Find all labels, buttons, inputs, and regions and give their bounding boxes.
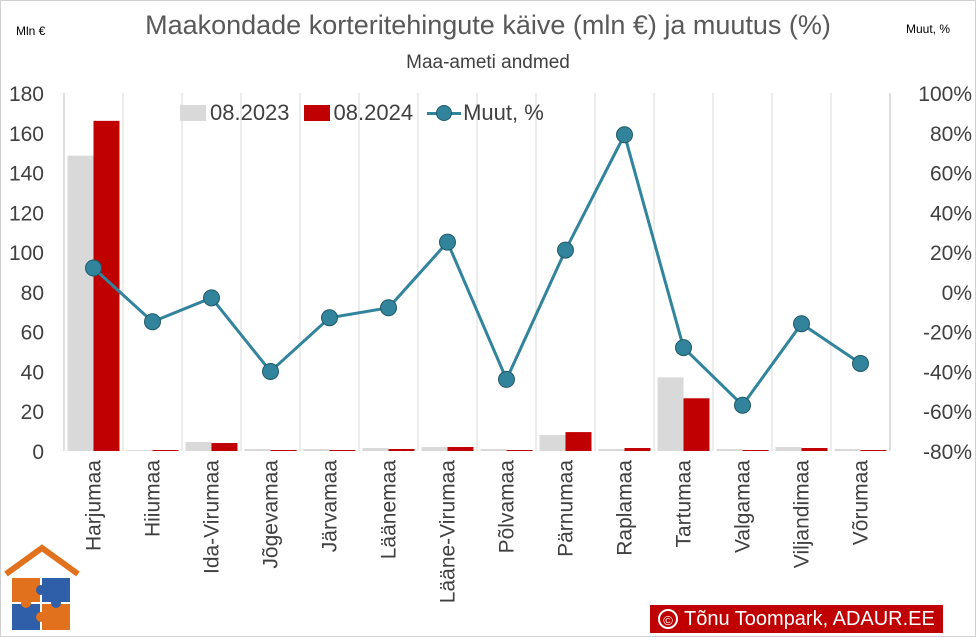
bar-2024 <box>270 450 297 451</box>
legend: 08.2023 08.2024 Muut, % <box>180 100 558 126</box>
bar-2023 <box>480 449 507 451</box>
left-tick-label: 80 <box>21 282 44 305</box>
bar-2024 <box>211 443 238 451</box>
category-label: Põlvamaa <box>496 460 519 554</box>
bar-2023 <box>67 155 94 451</box>
bar-2023 <box>598 449 625 451</box>
legend-label-2023: 08.2023 <box>210 100 290 125</box>
legend-item-2024: 08.2024 <box>303 100 414 126</box>
category-label: Pärnumaa <box>555 460 578 557</box>
category-label: Harjumaa <box>83 460 106 551</box>
left-tick-label: 40 <box>21 361 44 384</box>
left-tick-label: 0 <box>32 441 44 464</box>
left-axis-unit: Mln € <box>16 24 46 38</box>
legend-label-change: Muut, % <box>463 100 544 125</box>
change-point <box>439 233 456 251</box>
left-tick-label: 140 <box>9 163 44 186</box>
change-point <box>380 299 397 317</box>
bar-2023 <box>185 442 212 451</box>
bar-2024 <box>742 450 769 451</box>
chart-subtitle: Maa-ameti andmed <box>406 52 570 73</box>
copyright-icon: © <box>658 609 678 629</box>
left-tick-label: 20 <box>21 401 44 424</box>
right-tick-label: 60% <box>930 163 972 186</box>
category-label: Valgamaa <box>732 460 755 553</box>
bar-2023 <box>657 377 684 451</box>
legend-label-2024: 08.2024 <box>333 100 414 125</box>
bar-2023 <box>775 447 802 451</box>
category-label: Hiiumaa <box>142 460 165 537</box>
right-tick-label: 40% <box>930 202 972 225</box>
category-label: Ida-Virumaa <box>201 460 224 574</box>
bar-2024 <box>329 450 356 451</box>
change-point <box>203 289 220 307</box>
change-point <box>734 396 751 414</box>
category-label: Jõgevamaa <box>260 460 283 569</box>
change-point <box>852 354 869 372</box>
right-tick-label: -80% <box>923 441 972 464</box>
category-label: Läänemaa <box>378 460 401 560</box>
right-tick-label: 80% <box>930 123 972 146</box>
bar-2024 <box>388 449 415 451</box>
bar-2024 <box>683 398 710 451</box>
legend-item-change: Muut, % <box>427 100 544 126</box>
change-point <box>557 241 574 259</box>
bar-2023 <box>244 449 271 451</box>
left-tick-label: 100 <box>9 242 44 265</box>
bar-2024 <box>624 448 651 451</box>
bar-2024 <box>565 432 592 451</box>
legend-swatch-2023 <box>180 105 206 121</box>
bar-2024 <box>447 447 474 451</box>
bar-2024 <box>860 450 887 451</box>
right-tick-label: -40% <box>923 361 972 384</box>
adaur-logo <box>4 544 80 630</box>
left-tick-label: 160 <box>9 123 44 146</box>
chart-title: Maakondade korteritehingute käive (mln €… <box>145 10 831 40</box>
copyright-badge: © Tõnu Toompark, ADAUR.EE <box>650 605 943 633</box>
bar-2023 <box>362 448 389 451</box>
bar-2024 <box>93 120 120 451</box>
bar-2023 <box>539 435 566 451</box>
bar-2023 <box>716 449 743 451</box>
change-point <box>144 313 161 331</box>
left-tick-label: 60 <box>21 322 44 345</box>
bar-2023 <box>834 449 861 451</box>
category-label: Võrumaa <box>850 460 873 546</box>
change-point <box>793 315 810 333</box>
copyright-text: Tõnu Toompark, ADAUR.EE <box>684 608 935 630</box>
legend-swatch-2024 <box>303 105 330 121</box>
bar-2024 <box>152 450 179 451</box>
right-tick-label: -20% <box>923 322 972 345</box>
right-tick-label: 20% <box>930 242 972 265</box>
change-point <box>498 370 515 388</box>
bar-2024 <box>506 450 533 451</box>
category-label: Viljandimaa <box>791 460 814 568</box>
change-point <box>616 126 633 144</box>
right-axis-unit: Muut, % <box>906 22 951 36</box>
change-line <box>92 130 862 408</box>
bar-2023 <box>303 449 330 451</box>
bar-2023 <box>421 447 448 451</box>
right-tick-label: 0% <box>942 282 972 305</box>
change-point <box>262 362 279 380</box>
change-point <box>675 339 692 357</box>
left-tick-label: 120 <box>9 202 44 225</box>
left-tick-label: 180 <box>9 83 44 106</box>
change-point <box>85 259 102 277</box>
category-label: Lääne-Virumaa <box>437 460 460 604</box>
bar-2023 <box>126 450 153 451</box>
right-tick-label: -60% <box>923 401 972 424</box>
category-label: Järvamaa <box>319 460 342 553</box>
legend-item-2023: 08.2023 <box>180 100 290 126</box>
bar-2024 <box>801 448 828 451</box>
change-point <box>321 309 338 327</box>
category-label: Tartumaa <box>673 460 696 548</box>
legend-line-marker <box>427 103 462 123</box>
category-label: Raplamaa <box>614 460 637 556</box>
right-tick-label: 100% <box>918 83 972 106</box>
